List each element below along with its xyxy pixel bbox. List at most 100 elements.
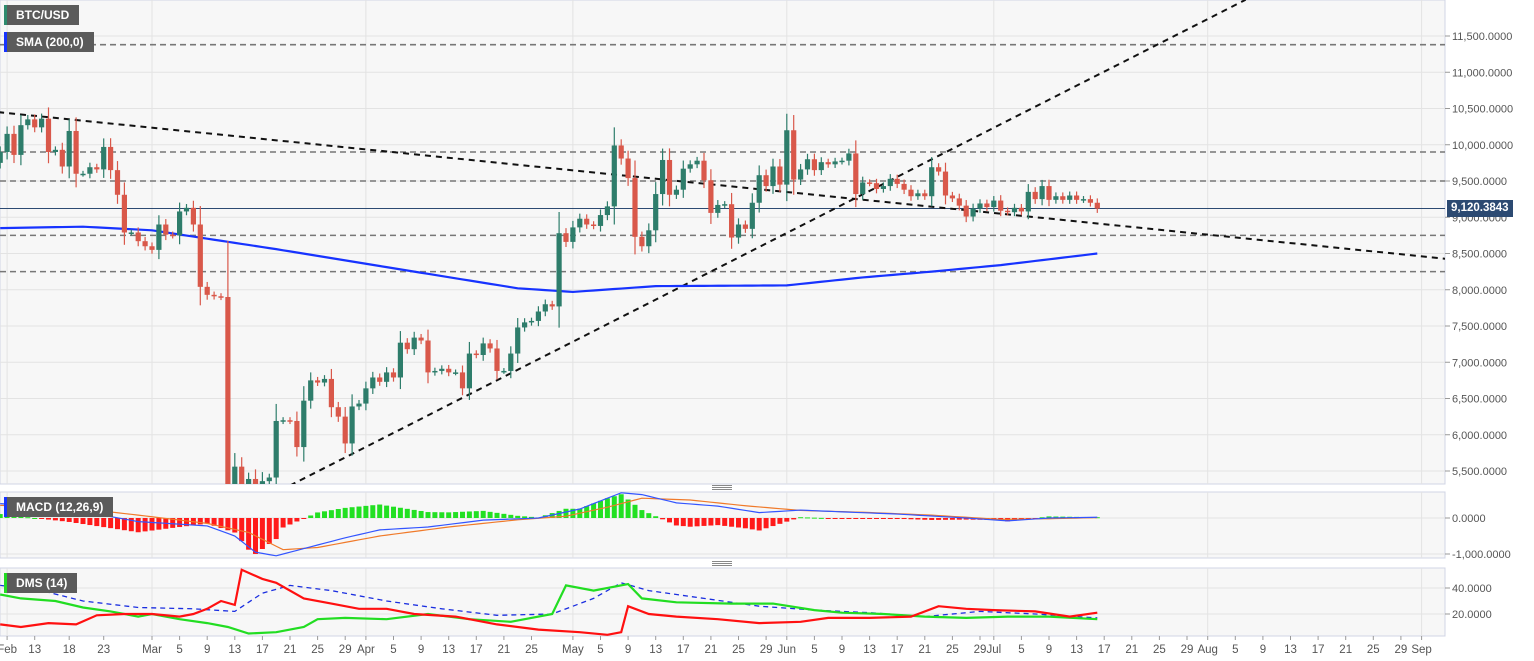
candle: [1011, 203, 1018, 217]
macd-histogram-bar: [46, 518, 51, 520]
candle-body: [170, 234, 176, 237]
candle-body: [183, 207, 190, 212]
candle-body: [542, 304, 548, 312]
candle-body: [528, 320, 535, 323]
main-plot-area[interactable]: [0, 0, 1446, 485]
candle: [11, 125, 17, 164]
candle: [763, 169, 769, 192]
x-tick-label: 9: [1260, 644, 1266, 656]
sma-label[interactable]: SMA (200,0): [4, 32, 94, 52]
macd-histogram-bar: [846, 518, 852, 519]
macd-histogram-bar: [239, 518, 245, 542]
macd-histogram-bar: [59, 518, 65, 522]
symbol-label[interactable]: BTC/USD: [4, 5, 80, 25]
x-tick-label: 25: [1367, 644, 1380, 656]
candle: [1025, 184, 1031, 220]
candle: [356, 399, 362, 411]
candle: [211, 291, 217, 300]
y-tick-label: 11,000.0000: [1452, 67, 1512, 79]
last-price-tag: 9,120.3843: [1447, 200, 1513, 217]
dms-label[interactable]: DMS (14): [4, 573, 78, 593]
candle: [577, 213, 583, 233]
candle: [956, 193, 962, 211]
x-tick-label: 13: [28, 644, 41, 656]
candle-body: [977, 203, 983, 209]
macd-histogram-bar: [322, 511, 327, 518]
candle: [156, 215, 162, 260]
macd-histogram-bar: [349, 507, 355, 518]
candle-body: [791, 130, 797, 180]
candle: [225, 240, 231, 484]
candle: [701, 152, 707, 189]
candle-body: [259, 481, 265, 484]
macd-y-tick-label: -1,000.0000: [1452, 549, 1511, 561]
candle: [804, 153, 811, 175]
macd-label[interactable]: MACD (12,26,9): [4, 497, 114, 517]
candle: [321, 375, 328, 387]
macd-chart: [0, 492, 1100, 557]
macd-histogram-bar: [901, 518, 907, 520]
macd-histogram-bar: [184, 518, 189, 527]
candle-body: [901, 183, 907, 190]
y-tick-label: 5,500.0000: [1452, 466, 1507, 478]
macd-histogram-bar: [377, 504, 383, 518]
candle-body: [25, 119, 31, 126]
candle: [611, 127, 617, 225]
candle: [798, 163, 804, 185]
x-tick-label: 17: [891, 644, 904, 656]
candle: [149, 242, 155, 254]
candle-body: [1046, 186, 1052, 200]
x-tick-label: 13: [1070, 644, 1083, 656]
candle-body: [998, 200, 1004, 211]
dms-panel-resize-handle[interactable]: [712, 561, 732, 566]
x-tick-label: 29: [339, 644, 352, 656]
candle: [1060, 192, 1066, 204]
macd-histogram-bar: [439, 512, 445, 518]
candle-body: [729, 204, 735, 238]
macd-histogram-bar: [342, 507, 348, 518]
candle-body: [397, 342, 403, 378]
candle-body: [811, 159, 817, 171]
candle: [722, 201, 728, 209]
macd-panel-resize-handle[interactable]: [712, 485, 732, 490]
macd-histogram-bar: [135, 518, 141, 533]
candle: [473, 350, 479, 359]
candle-body: [756, 175, 762, 203]
candle-body: [770, 166, 776, 187]
macd-histogram-bar: [646, 513, 652, 518]
macd-histogram-bar: [177, 518, 183, 528]
macd-histogram-bar: [867, 518, 873, 519]
candle-body: [301, 400, 307, 448]
macd-histogram-bar: [660, 518, 666, 520]
macd-histogram-bar: [128, 518, 134, 532]
candle-body: [59, 149, 65, 167]
candle: [439, 365, 445, 375]
candle-body: [873, 183, 880, 189]
macd-histogram-bar: [563, 508, 569, 518]
candle-body: [494, 348, 500, 371]
candle-body: [604, 206, 610, 216]
candle: [190, 200, 196, 232]
macd-histogram-bar: [791, 518, 797, 520]
candle: [4, 126, 10, 160]
macd-histogram-bar: [204, 518, 210, 524]
macd-histogram-bar: [963, 518, 969, 520]
candle-body: [1060, 196, 1066, 200]
macd-histogram-bar: [363, 505, 369, 518]
macd-histogram-bar: [94, 518, 100, 527]
candle: [163, 219, 169, 241]
candle-body: [860, 182, 866, 195]
macd-histogram-bar: [315, 512, 321, 518]
candle-body: [80, 173, 86, 176]
candle-body: [1074, 195, 1080, 200]
macd-histogram-bar: [259, 518, 265, 549]
x-tick-label: Jul: [986, 644, 1001, 656]
candle-body: [639, 236, 645, 247]
candle: [853, 140, 859, 208]
candle-body: [963, 205, 969, 217]
candle-body: [749, 202, 755, 229]
candle-body: [1053, 196, 1059, 200]
candle: [501, 368, 507, 374]
candle-body: [915, 193, 921, 197]
candle-body: [1032, 191, 1038, 200]
